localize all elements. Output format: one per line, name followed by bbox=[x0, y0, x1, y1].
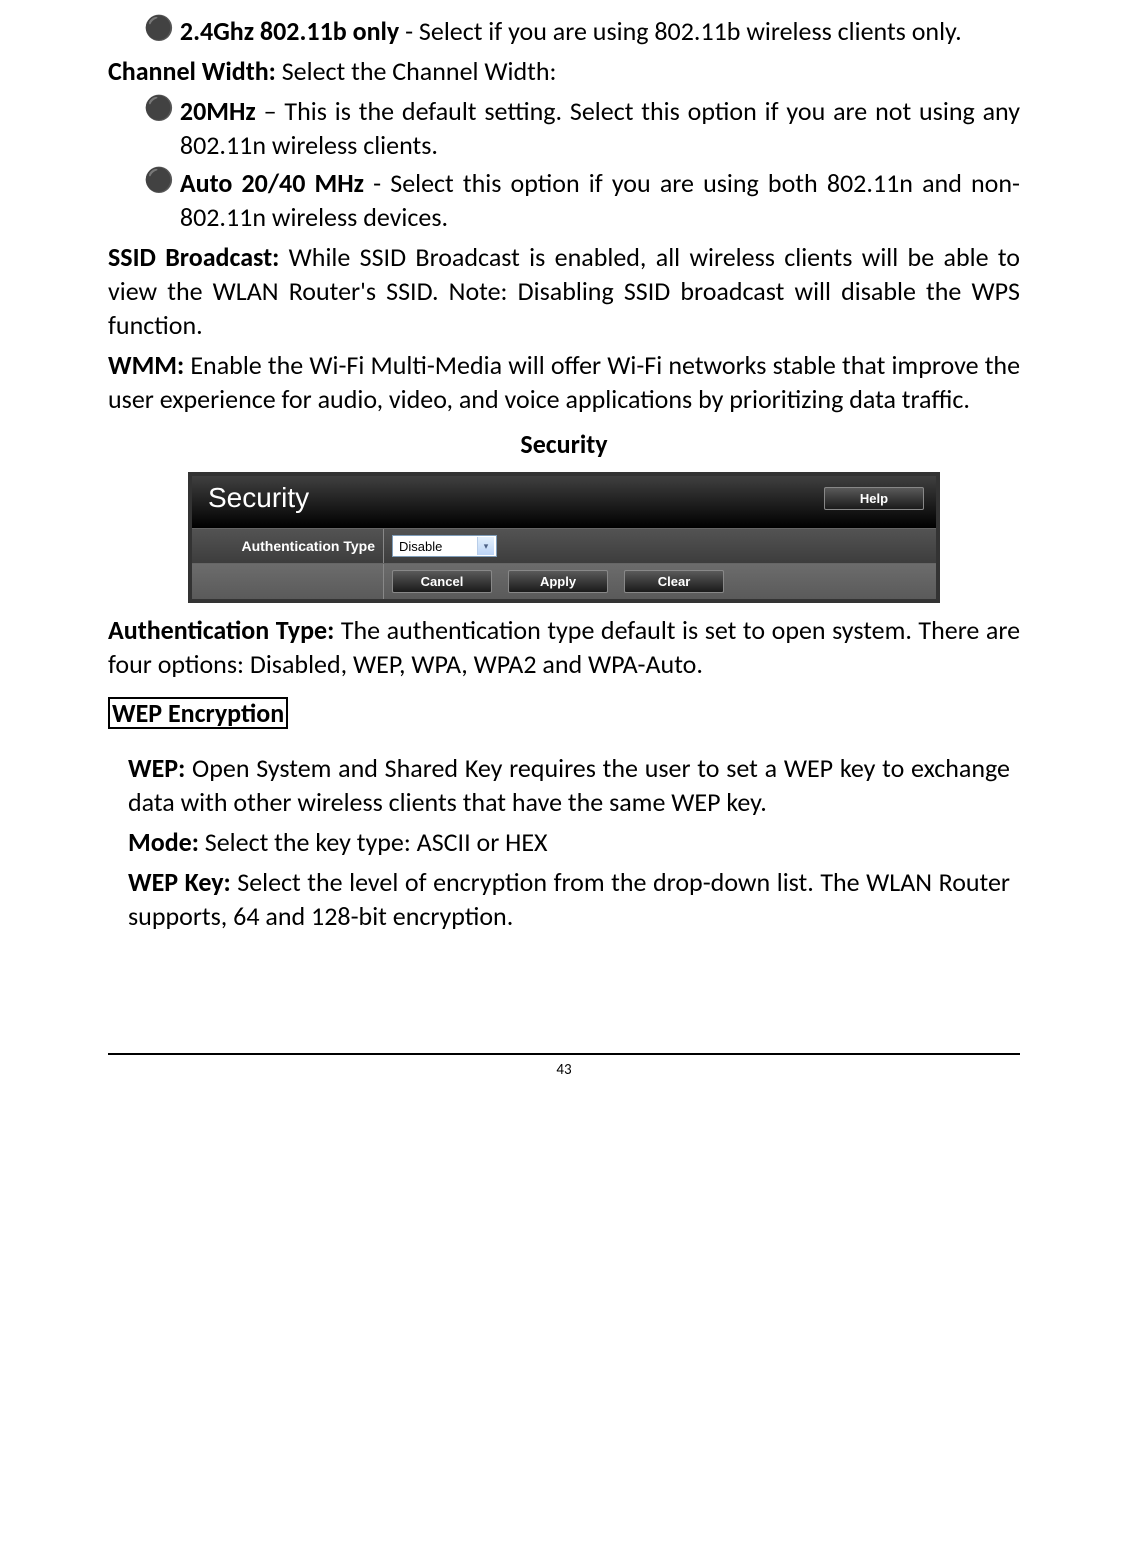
bullet-20mhz: ⚫ 20MHz – This is the default setting. S… bbox=[144, 94, 1020, 162]
para-label: Authentication Type: bbox=[108, 614, 341, 646]
para-label: Mode: bbox=[128, 826, 199, 858]
bullet-label: 2.4Ghz 802.11b only bbox=[180, 15, 399, 47]
auth-type-value-cell: Disable ▾ bbox=[384, 529, 936, 563]
para-wmm: WMM: Enable the Wi-Fi Multi-Media will o… bbox=[108, 348, 1020, 416]
para-label: WEP: bbox=[128, 752, 185, 784]
document-page: ⚫ 2.4Ghz 802.11b only - Select if you ar… bbox=[54, 0, 1074, 1099]
auth-type-row: Authentication Type Disable ▾ bbox=[192, 528, 936, 563]
cancel-button[interactable]: Cancel bbox=[392, 570, 492, 593]
clear-button[interactable]: Clear bbox=[624, 570, 724, 593]
auth-type-select[interactable]: Disable ▾ bbox=[392, 535, 497, 557]
bullet-body: – This is the default setting. Select th… bbox=[180, 95, 1020, 161]
footer-rule bbox=[108, 1053, 1020, 1055]
bullet-text: 2.4Ghz 802.11b only - Select if you are … bbox=[180, 14, 962, 48]
bullet-text: 20MHz – This is the default setting. Sel… bbox=[180, 94, 1020, 162]
bullet-label: 20MHz bbox=[180, 95, 256, 127]
panel-header: Security Help bbox=[192, 476, 936, 528]
para-label: WEP Key: bbox=[128, 866, 231, 898]
button-row-spacer bbox=[192, 564, 384, 599]
para-wep: WEP: Open System and Shared Key requires… bbox=[128, 751, 1010, 819]
bullet-dot-icon: ⚫ bbox=[144, 14, 174, 44]
para-label: WMM: bbox=[108, 349, 184, 381]
bullet-text: Auto 20/40 MHz - Select this option if y… bbox=[180, 166, 1020, 234]
para-body: Select the key type: ASCII or HEX bbox=[199, 826, 548, 858]
para-ssid-broadcast: SSID Broadcast: While SSID Broadcast is … bbox=[108, 240, 1020, 342]
para-wep-key: WEP Key: Select the level of encryption … bbox=[128, 865, 1010, 933]
button-row-cell: Cancel Apply Clear bbox=[384, 564, 936, 599]
bullet-dot-icon: ⚫ bbox=[144, 94, 174, 124]
para-body: Select the level of encryption from the … bbox=[128, 866, 1010, 932]
bullet-body: - Select if you are using 802.11b wirele… bbox=[399, 15, 961, 47]
panel-title: Security bbox=[208, 482, 309, 514]
auth-type-label: Authentication Type bbox=[192, 529, 384, 563]
bullet-24ghz-11b: ⚫ 2.4Ghz 802.11b only - Select if you ar… bbox=[144, 14, 1020, 48]
button-row: Cancel Apply Clear bbox=[192, 563, 936, 599]
bullet-dot-icon: ⚫ bbox=[144, 166, 174, 196]
para-auth-type: Authentication Type: The authentication … bbox=[108, 613, 1020, 681]
bullet-label: Auto 20/40 MHz bbox=[180, 167, 364, 199]
para-body: Open System and Shared Key requires the … bbox=[128, 752, 1010, 818]
apply-button[interactable]: Apply bbox=[508, 570, 608, 593]
para-channel-width: Channel Width: Select the Channel Width: bbox=[108, 54, 1020, 88]
para-label: Channel Width: bbox=[108, 55, 276, 87]
para-label: SSID Broadcast: bbox=[108, 241, 279, 273]
security-panel-screenshot: Security Help Authentication Type Disabl… bbox=[188, 472, 940, 603]
bullet-auto2040: ⚫ Auto 20/40 MHz - Select this option if… bbox=[144, 166, 1020, 234]
para-mode: Mode: Select the key type: ASCII or HEX bbox=[128, 825, 1010, 859]
select-value: Disable bbox=[399, 539, 442, 554]
para-body: Select the Channel Width: bbox=[276, 55, 557, 87]
help-button[interactable]: Help bbox=[824, 487, 924, 510]
heading-security: Security bbox=[108, 428, 1020, 460]
para-body: Enable the Wi-Fi Multi-Media will offer … bbox=[108, 349, 1020, 415]
page-number: 43 bbox=[108, 1061, 1020, 1079]
chevron-down-icon: ▾ bbox=[477, 537, 494, 555]
screenshot-container: Security Help Authentication Type Disabl… bbox=[108, 472, 1020, 603]
heading-wep-encryption: WEP Encryption bbox=[108, 697, 288, 729]
